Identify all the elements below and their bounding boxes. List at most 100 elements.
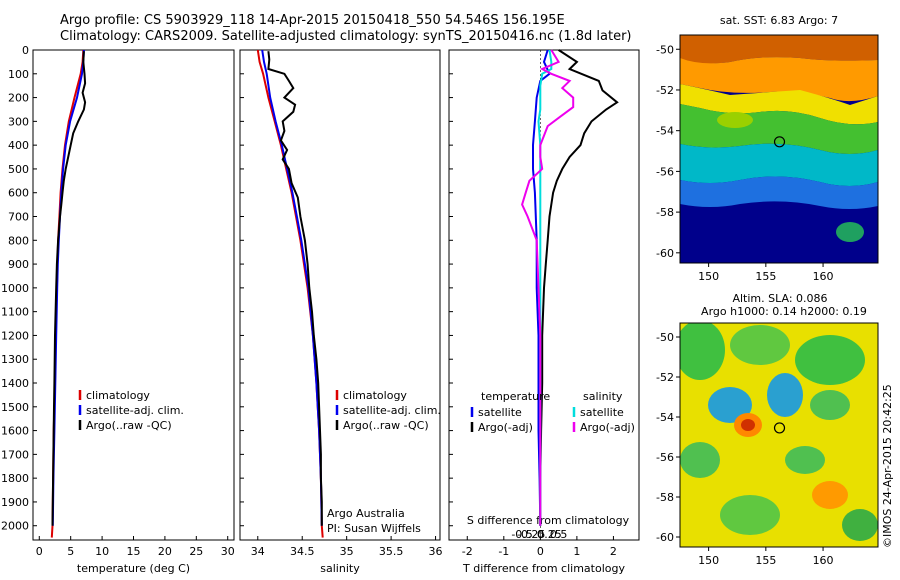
map-lat-label: -52 — [656, 371, 674, 384]
sla-map: Altim. SLA: 0.086 Argo h1000: 0.14 h2000… — [656, 292, 879, 567]
depth-tick-label: 1000 — [1, 282, 29, 295]
temperature-x-axis-label: temperature (deg C) — [77, 562, 190, 575]
temperature-xtick-label: 5 — [67, 545, 74, 558]
pi-annotation: PI: Susan Wijffels — [327, 522, 421, 535]
temperature-xtick-label: 0 — [36, 545, 43, 558]
map-lon-label: 160 — [813, 554, 834, 567]
sst-patch — [717, 112, 753, 128]
depth-tick-label: 1700 — [1, 448, 29, 461]
difference-x-axis-label: T difference from climatology — [462, 562, 625, 575]
sla-low-10 — [842, 509, 878, 541]
legend-entry: Argo(-adj) — [580, 421, 635, 434]
sla-float-position-marker — [773, 422, 786, 434]
salinity-xtick-label: 34 — [251, 545, 265, 558]
float-owner-annotation: Argo Australia — [327, 507, 405, 520]
legend-title-temperature: temperature — [481, 390, 550, 403]
depth-tick-label: 1900 — [1, 496, 29, 509]
depth-tick-label: 1300 — [1, 353, 29, 366]
depth-tick-label: 100 — [8, 68, 29, 81]
depth-tick-label: 600 — [8, 187, 29, 200]
map-lat-label: -52 — [656, 84, 674, 97]
map-lat-label: -56 — [656, 165, 674, 178]
difference-xtick-label: -2 — [462, 545, 473, 558]
map-lat-label: -54 — [656, 411, 674, 424]
sst-blue-band — [680, 176, 878, 209]
depth-tick-label: 900 — [8, 258, 29, 271]
temperature-xtick-label: 20 — [158, 545, 172, 558]
salinity-series-satelliteadjclim — [261, 49, 323, 526]
map-lat-label: -54 — [656, 125, 674, 138]
temperature-xtick-label: 30 — [221, 545, 235, 558]
salinity-xtick-label: 35.5 — [379, 545, 404, 558]
map-lat-label: -60 — [656, 247, 674, 260]
legend-entry: satellite-adj. clim. — [343, 404, 441, 417]
temperature-xtick-label: 25 — [189, 545, 203, 558]
legend-entry: Argo(..raw -QC) — [86, 419, 172, 432]
temperature-xtick-label: 10 — [95, 545, 109, 558]
depth-tick-label: 1400 — [1, 377, 29, 390]
sst-eddy — [836, 222, 864, 242]
sla-map-frame — [679, 322, 879, 548]
difference-series-satellite — [532, 49, 551, 526]
depth-tick-label: 1800 — [1, 472, 29, 485]
sla-low-5 — [767, 373, 803, 417]
salinity-diff-tick-label: 0.25 — [537, 528, 562, 541]
legend-entry: Argo(-adj) — [478, 421, 533, 434]
map-lat-label: -56 — [656, 451, 674, 464]
difference-xtick-label: -1 — [498, 545, 509, 558]
map-lat-label: -58 — [656, 491, 674, 504]
salinity-xtick-label: 34.5 — [290, 545, 315, 558]
difference-xtick-label: 1 — [573, 545, 580, 558]
legend-entry: climatology — [343, 389, 407, 402]
temperature-series-argorawqc — [51, 51, 87, 526]
sst-yellow-band — [680, 84, 878, 125]
map-lon-label: 150 — [698, 554, 719, 567]
map-lon-label: 160 — [813, 270, 834, 283]
difference-xtick-label: 0 — [537, 545, 544, 558]
depth-tick-label: 300 — [8, 115, 29, 128]
sla-map-title-line-2: Argo h1000: 0.14 h2000: 0.19 — [701, 305, 867, 318]
map-lon-label: 150 — [698, 270, 719, 283]
legend-entry: satellite — [580, 406, 624, 419]
map-lat-label: -60 — [656, 531, 674, 544]
sst-float-position-marker — [773, 136, 786, 148]
map-lon-label: 155 — [755, 270, 776, 283]
legend-entry: Argo(..raw -QC) — [343, 419, 429, 432]
depth-tick-label: 800 — [8, 234, 29, 247]
depth-tick-label: 1600 — [1, 425, 29, 438]
sst-map: sat. SST: 6.83 Argo: 7 -50 -52 -54 -56 -58 -6… — [656, 14, 879, 283]
legend-entry: climatology — [86, 389, 150, 402]
salinity-diff-axis-label: S difference from climatology — [467, 514, 630, 527]
sst-map-title: sat. SST: 6.83 Argo: 7 — [720, 14, 838, 27]
sst-warm-band — [680, 35, 878, 64]
depth-tick-label: 700 — [8, 211, 29, 224]
sla-low-1 — [680, 323, 725, 380]
sst-orange-band — [680, 57, 878, 102]
depth-tick-label: 1100 — [1, 306, 29, 319]
sla-high-2 — [812, 481, 848, 509]
difference-series-argoadj — [521, 49, 575, 526]
salinity-diff-tick-label: 0.5 — [550, 528, 568, 541]
sla-map-title-line-1: Altim. SLA: 0.086 — [732, 292, 827, 305]
depth-tick-label: 1500 — [1, 401, 29, 414]
difference-frame — [448, 49, 640, 541]
plot-title-line-2: Climatology: CARS2009. Satellite-adjuste… — [60, 29, 632, 44]
difference-series-argoadj — [539, 49, 619, 526]
salinity-panel: 34 34.5 35 35.5 36 salinity climatology satelli… — [239, 49, 443, 575]
salinity-diff-tick-label: -0.5 — [511, 528, 532, 541]
legend-entry: satellite-adj. clim. — [86, 404, 184, 417]
sst-map-frame — [679, 34, 879, 264]
depth-tick-label: 200 — [8, 92, 29, 105]
imos-credit: ©IMOS 24-Apr-2015 20:42:25 — [881, 384, 894, 548]
sla-low-2 — [730, 325, 790, 365]
depth-tick-label: 0 — [22, 44, 29, 57]
map-lat-label: -50 — [656, 43, 674, 56]
sla-low-4 — [708, 387, 752, 423]
salinity-xtick-label: 36 — [429, 545, 443, 558]
plot-title-line-1: Argo profile: CS 5903929_118 14-Apr-2015… — [60, 13, 565, 28]
sla-high-1-core — [741, 419, 755, 431]
salinity-diff-tick-label: -0.25 — [517, 528, 545, 541]
salinity-x-axis-label: salinity — [320, 562, 360, 575]
depth-tick-label: 400 — [8, 139, 29, 152]
